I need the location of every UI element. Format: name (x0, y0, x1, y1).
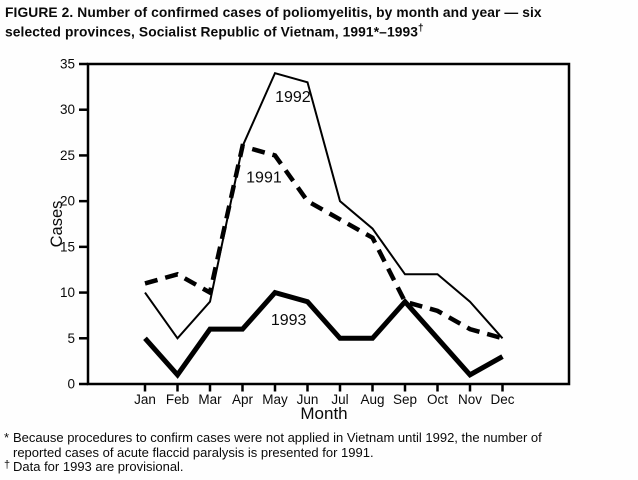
x-tick-label-Jun: Jun (297, 392, 319, 407)
x-tick-label-Jan: Jan (134, 392, 156, 407)
asterisk-marker: * (4, 430, 10, 445)
x-tick-label-Mar: Mar (198, 392, 222, 407)
series-line-1992 (144, 71, 504, 340)
dagger-marker: † (4, 459, 11, 472)
y-tick-label-30: 30 (60, 102, 75, 117)
series-line-1993 (143, 289, 504, 379)
y-tick-label-15: 15 (60, 239, 75, 254)
series-label-1992: 1992 (275, 89, 311, 106)
y-tick-label-25: 25 (60, 148, 75, 163)
x-tick-label-May: May (262, 392, 288, 407)
footnotes: * Because procedures to confirm cases we… (4, 430, 636, 475)
y-tick-label-20: 20 (60, 194, 75, 209)
x-tick-label-Aug: Aug (360, 392, 384, 407)
footnote-asterisk-line2: reported cases of acute flaccid paralysi… (13, 444, 374, 460)
figure-title-dagger: † (418, 23, 424, 34)
series-label-1993: 1993 (271, 312, 307, 329)
x-tick-label-Apr: Apr (232, 392, 254, 407)
x-tick-label-Feb: Feb (166, 392, 189, 407)
y-tick-label-5: 5 (67, 331, 75, 346)
y-axis-label: Cases (48, 201, 66, 248)
figure-title: FIGURE 2. Number of confirmed cases of p… (5, 5, 637, 41)
footnote-dagger-line1: Data for 1993 are provisional. (13, 459, 184, 475)
x-tick-label-Dec: Dec (490, 392, 514, 407)
footnote-dagger: † Data for 1993 are provisional. (4, 459, 636, 475)
figure-title-line2: selected provinces, Socialist Republic o… (5, 24, 419, 40)
x-axis-label: Month (300, 404, 347, 423)
x-tick-label-Oct: Oct (427, 392, 448, 407)
y-tick-label-35: 35 (60, 57, 75, 72)
figure-title-line1: FIGURE 2. Number of confirmed cases of p… (5, 5, 542, 20)
x-tick-label-Jul: Jul (331, 392, 348, 407)
y-tick-label-10: 10 (60, 285, 75, 300)
series-line-1991 (144, 143, 504, 341)
footnote-asterisk: * Because procedures to confirm cases we… (4, 430, 636, 460)
axis-frame (86, 62, 571, 386)
x-tick-label-Nov: Nov (458, 392, 482, 407)
y-tick-label-0: 0 (67, 377, 75, 392)
series-label-1991: 1991 (246, 169, 282, 186)
x-tick-label-Sep: Sep (393, 392, 417, 407)
footnote-asterisk-line1: Because procedures to confirm cases were… (13, 430, 542, 445)
